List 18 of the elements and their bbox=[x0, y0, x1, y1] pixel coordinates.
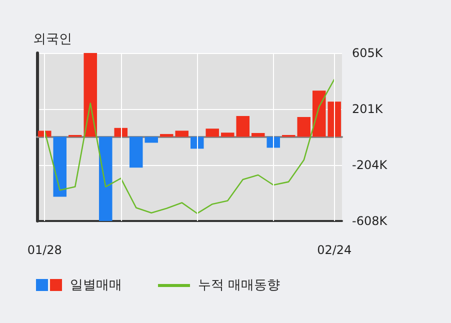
bar bbox=[251, 133, 265, 137]
x-tick-label: 02/24 bbox=[317, 243, 352, 257]
bar bbox=[98, 136, 112, 221]
legend-label: 일별매매 bbox=[70, 277, 122, 294]
y-tick-label: 201K bbox=[352, 102, 384, 116]
y-tick-label: -608K bbox=[352, 214, 388, 228]
x-tick-label: 01/28 bbox=[27, 243, 62, 257]
bar bbox=[206, 128, 220, 137]
y-tick-label: 605K bbox=[352, 46, 384, 60]
bar bbox=[114, 128, 128, 137]
bar bbox=[190, 136, 204, 149]
chart-title: 외국인 bbox=[33, 32, 72, 47]
bar bbox=[266, 136, 280, 148]
legend-label: 누적 매매동향 bbox=[198, 277, 280, 294]
bar bbox=[38, 130, 52, 137]
bar bbox=[53, 136, 67, 197]
line-series bbox=[44, 78, 336, 214]
y-tick-label: -204K bbox=[352, 158, 388, 172]
